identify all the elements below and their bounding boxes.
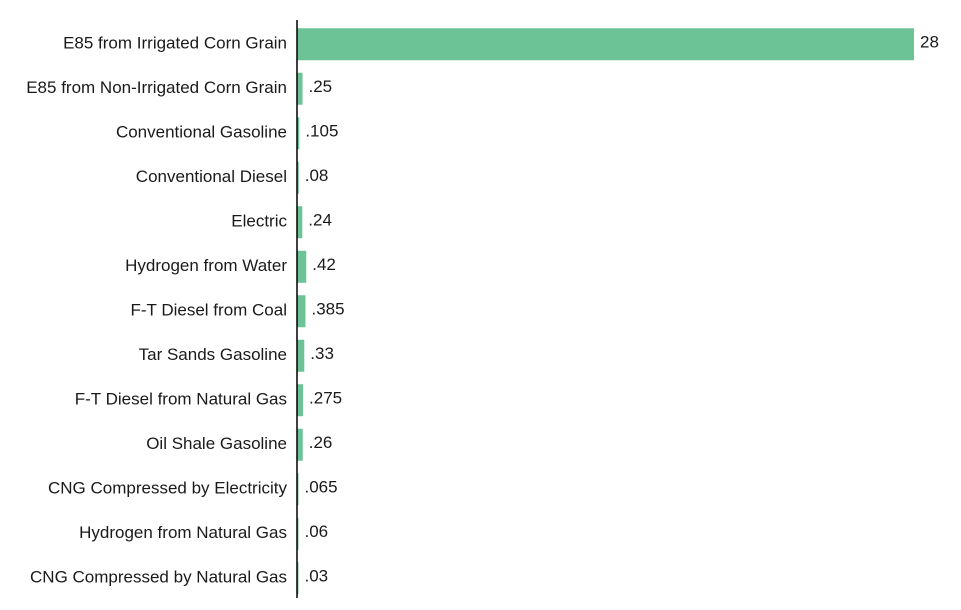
category-label: E85 from Non-Irrigated Corn Grain [26,78,287,97]
bar [297,72,303,105]
category-label: F-T Diesel from Natural Gas [75,390,287,409]
bar [297,339,305,372]
category-label: F-T Diesel from Coal [131,301,288,320]
bar [297,28,914,61]
category-label: Electric [231,212,287,231]
value-label: .385 [311,300,344,319]
value-label: 28 [920,33,939,52]
bars-group [297,28,914,595]
bar [297,161,299,194]
bar [297,384,304,417]
value-label: .42 [312,255,336,274]
category-labels-group: E85 from Irrigated Corn Grain E85 from No… [26,34,287,587]
bar [297,117,300,150]
value-label: .08 [305,166,329,185]
value-label: .065 [305,478,338,497]
bar [297,250,307,283]
value-label: .25 [309,77,333,96]
bar [297,206,303,239]
category-label: Conventional Gasoline [116,123,287,142]
category-label: E85 from Irrigated Corn Grain [63,34,287,53]
value-labels-group: 28 .25 .105 .08 .24 .42 .385 .33 .275 .26 .065 .06.… [305,33,939,586]
value-label: .275 [309,389,342,408]
category-label: CNG Compressed by Natural Gas [30,568,287,587]
value-label: .24 [308,211,332,230]
value-label: .03 [305,567,329,586]
value-label: .33 [310,344,334,363]
category-label: CNG Compressed by Electricity [48,479,288,498]
value-label: .26 [309,433,333,452]
value-label: .105 [305,122,338,141]
category-label: Oil Shale Gasoline [146,434,287,453]
category-label: Hydrogen from Natural Gas [79,523,287,542]
bar [297,428,303,461]
category-label: Hydrogen from Water [125,256,287,275]
value-label: .06 [305,522,329,541]
bar [297,295,306,328]
category-label: Tar Sands Gasoline [139,345,287,364]
category-label: Conventional Diesel [136,167,287,186]
